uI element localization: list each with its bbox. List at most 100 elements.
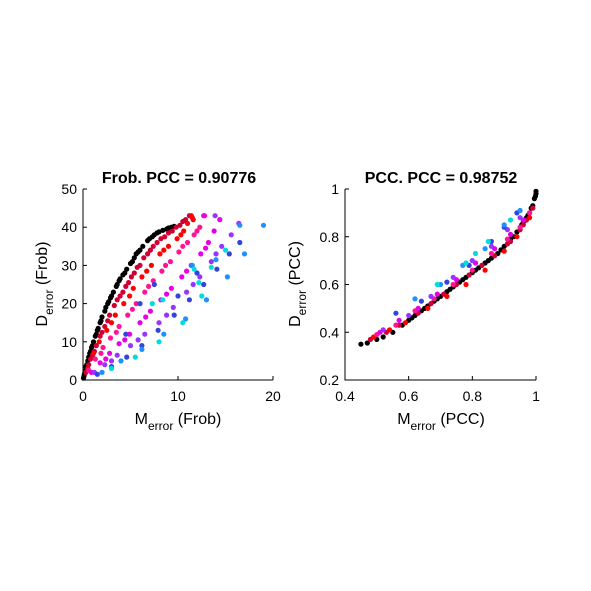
scatter-point <box>222 247 229 253</box>
scatter-point <box>146 283 152 289</box>
scatter-point <box>184 289 190 295</box>
scatter-point <box>463 260 469 266</box>
scatter-point <box>123 331 129 337</box>
scatter-point <box>469 267 475 273</box>
scatter-point <box>106 299 112 305</box>
scatter-point <box>94 371 100 377</box>
scatter-point <box>198 251 204 257</box>
scatter-point <box>114 297 120 303</box>
scatter-point <box>102 362 108 368</box>
scatter-point <box>194 270 200 276</box>
x-axis-label-unit: (Frob) <box>173 411 221 428</box>
y-tick-label: 10 <box>61 334 77 350</box>
scatter-point <box>147 308 153 314</box>
scatter-point <box>517 215 523 221</box>
scatter-point <box>178 232 184 238</box>
scatter-point <box>199 293 205 299</box>
scatter-point <box>211 228 217 234</box>
scatter-point <box>463 281 469 288</box>
scatter-point <box>434 281 440 288</box>
y-axis-label-unit: (Frob) <box>34 242 51 290</box>
scatter-point <box>92 356 98 362</box>
scatter-point <box>154 239 160 246</box>
y-axis-label-subscript: error <box>42 290 56 315</box>
scatter-point <box>107 335 114 341</box>
scatter-point <box>139 346 145 352</box>
y-tick-label: 0.6 <box>320 277 340 293</box>
scatter-point <box>194 228 200 234</box>
scatter-point <box>190 217 196 223</box>
scatter-point <box>165 230 172 236</box>
scatter-point <box>393 310 399 316</box>
y-axis-label-unit: (PCC) <box>287 241 304 290</box>
scatter-point <box>130 285 136 291</box>
y-tick-label: 20 <box>61 296 77 312</box>
scatter-point <box>137 247 143 253</box>
scatter-point <box>167 259 173 265</box>
scatter-point <box>260 222 267 228</box>
axis-ticks: 0 10 20 0 10 20 30 40 50 <box>61 181 281 404</box>
scatter-point <box>137 320 143 326</box>
scatter-point <box>158 236 164 242</box>
scatter-point <box>380 334 386 340</box>
scatter-point <box>188 213 194 219</box>
scatter-point <box>527 210 533 216</box>
scatter-point <box>180 243 186 249</box>
scatter-point <box>114 352 120 358</box>
scatter-point <box>213 251 219 257</box>
scatter-point <box>129 306 135 312</box>
scatter-point <box>148 262 154 268</box>
scatter-point <box>181 228 187 234</box>
scatter-point <box>123 283 129 289</box>
scatter-point <box>156 229 162 235</box>
x-axis-label-main: M <box>397 411 410 428</box>
scatter-point <box>168 285 174 291</box>
scatter-point <box>228 232 234 238</box>
scatter-point <box>89 343 96 349</box>
scatter-point <box>141 255 147 261</box>
scatter-point <box>226 251 232 257</box>
scatter-point <box>156 320 162 326</box>
scatter-point <box>237 222 243 228</box>
scatter-point <box>156 339 162 345</box>
scatter-point <box>479 262 485 268</box>
scatter-point <box>116 341 122 347</box>
x-axis-label-unit: (PCC) <box>436 411 485 428</box>
y-tick-label: 0.2 <box>320 372 340 388</box>
pcc-scatter-panel: PCC. PCC = 0.98752 0.4 0.6 0.8 10.20.40.60.… <box>287 170 540 433</box>
scatter-point <box>176 249 182 255</box>
scatter-point <box>171 312 177 318</box>
scatter-point <box>164 312 170 318</box>
scatter-point <box>112 312 118 318</box>
scatter-point <box>488 250 494 257</box>
scatter-point <box>165 243 172 249</box>
scatter-point <box>163 262 169 268</box>
scatter-point <box>117 276 123 282</box>
scatter-point <box>107 312 113 318</box>
scatter-point <box>469 258 475 264</box>
scatter-point <box>406 312 412 319</box>
scatter-points <box>358 188 539 347</box>
scatter-point <box>107 350 113 356</box>
frob-scatter-panel: Frob. PCC = 0.90776 0 10 20 0 10 20 30 40 50 Mer… <box>34 170 281 433</box>
scatter-point <box>203 245 209 251</box>
scatter-point <box>517 224 523 230</box>
scatter-point <box>507 231 514 237</box>
scatter-point <box>161 331 167 337</box>
scatter-point <box>444 293 450 299</box>
x-axis-label-subscript: error <box>148 419 173 433</box>
y-tick-label: 0 <box>69 372 77 388</box>
y-tick-label: 40 <box>61 219 77 235</box>
chart-title: Frob. PCC = 0.90776 <box>102 170 256 187</box>
scatter-point <box>224 274 230 280</box>
scatter-point <box>144 268 150 274</box>
scatter-point <box>190 281 196 288</box>
scatter-point <box>447 286 453 292</box>
scatter-point <box>104 327 110 333</box>
scatter-point <box>103 356 109 362</box>
scatter-point <box>197 224 203 230</box>
scatter-point <box>137 262 143 268</box>
scatter-point <box>485 258 491 264</box>
scatter-point <box>393 322 399 328</box>
scatter-point <box>151 281 157 288</box>
